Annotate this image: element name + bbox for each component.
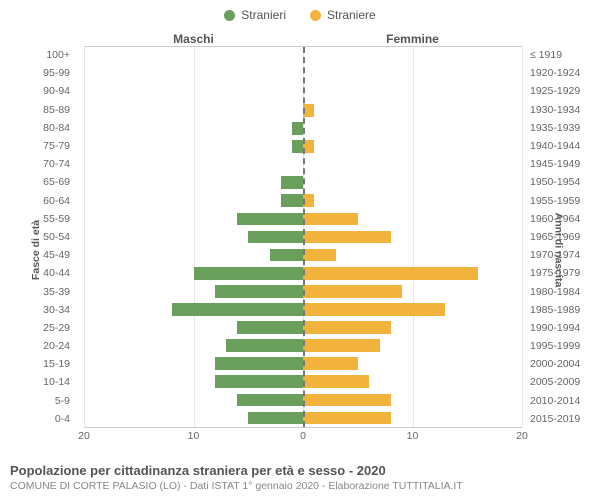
bar-male [281,176,303,189]
birth-label: 1970-1974 [530,246,600,264]
birth-label: 2015-2019 [530,410,600,428]
bar-male [292,140,303,153]
birth-label: 1935-1939 [530,119,600,137]
age-label: 20-24 [0,337,70,355]
x-tick-label: 10 [407,430,419,442]
birth-label: 1940-1944 [530,137,600,155]
gridline [522,47,523,427]
age-label: 95-99 [0,64,70,82]
bar-male [172,303,303,316]
birth-label: 1925-1929 [530,82,600,100]
age-label: 100+ [0,46,70,64]
legend-label-female: Straniere [327,8,376,22]
y-right-labels: ≤ 19191920-19241925-19291930-19341935-19… [524,46,600,428]
age-label: 80-84 [0,119,70,137]
legend-item-male: Stranieri [224,8,286,22]
bar-female [303,412,391,425]
age-label: 85-89 [0,101,70,119]
bar-male [226,339,303,352]
bar-female [303,231,391,244]
legend-label-male: Stranieri [241,8,286,22]
age-label: 75-79 [0,137,70,155]
panel-title-male: Maschi [84,32,303,46]
bar-female [303,249,336,262]
x-ticks: 201001020 [84,430,522,444]
footer: Popolazione per cittadinanza straniera p… [10,463,590,492]
x-tick-label: 20 [78,430,90,442]
bar-male [237,394,303,407]
age-label: 10-14 [0,373,70,391]
birth-label: 1965-1969 [530,228,600,246]
bar-male [237,213,303,226]
legend-item-female: Straniere [310,8,376,22]
bar-female [303,357,358,370]
bar-female [303,267,478,280]
birth-label: 2000-2004 [530,355,600,373]
age-label: 25-29 [0,319,70,337]
bar-male [194,267,304,280]
bar-female [303,375,369,388]
birth-label: 1920-1924 [530,64,600,82]
panel-title-female: Femmine [303,32,522,46]
bar-male [248,231,303,244]
bar-female [303,285,402,298]
birth-label: 1985-1989 [530,301,600,319]
bar-female [303,213,358,226]
y-left-labels: 100+95-9990-9485-8980-8475-7970-7465-696… [0,46,76,428]
age-label: 65-69 [0,173,70,191]
age-label: 70-74 [0,155,70,173]
birth-label: 1930-1934 [530,101,600,119]
age-label: 40-44 [0,264,70,282]
birth-label: 1960-1964 [530,210,600,228]
bar-male [215,285,303,298]
chart-container: Stranieri Straniere Maschi Femmine Fasce… [0,0,600,500]
bar-female [303,321,391,334]
birth-label: 1995-1999 [530,337,600,355]
age-label: 35-39 [0,282,70,300]
footer-subtitle: COMUNE DI CORTE PALASIO (LO) - Dati ISTA… [10,480,590,492]
chart-area [84,46,522,428]
age-label: 55-59 [0,210,70,228]
age-label: 50-54 [0,228,70,246]
bar-female [303,394,391,407]
age-label: 0-4 [0,410,70,428]
center-line [303,47,305,427]
birth-label: 1975-1979 [530,264,600,282]
bar-female [303,303,445,316]
bar-male [270,249,303,262]
legend: Stranieri Straniere [0,0,600,26]
bar-male [215,375,303,388]
x-tick-label: 20 [516,430,528,442]
birth-label: 1955-1959 [530,192,600,210]
birth-label: 2010-2014 [530,392,600,410]
bar-male [237,321,303,334]
panel-titles: Maschi Femmine [84,32,522,46]
age-label: 60-64 [0,192,70,210]
birth-label: 1990-1994 [530,319,600,337]
birth-label: 1950-1954 [530,173,600,191]
age-label: 5-9 [0,392,70,410]
bar-male [215,357,303,370]
legend-swatch-male [224,10,235,21]
age-label: 45-49 [0,246,70,264]
age-label: 90-94 [0,82,70,100]
age-label: 15-19 [0,355,70,373]
bar-male [281,194,303,207]
footer-title: Popolazione per cittadinanza straniera p… [10,463,590,478]
birth-label: 2005-2009 [530,373,600,391]
bar-male [248,412,303,425]
legend-swatch-female [310,10,321,21]
birth-label: 1980-1984 [530,282,600,300]
birth-label: 1945-1949 [530,155,600,173]
x-tick-label: 10 [188,430,200,442]
age-label: 30-34 [0,301,70,319]
x-tick-label: 0 [300,430,306,442]
birth-label: ≤ 1919 [530,46,600,64]
bar-male [292,122,303,135]
bar-female [303,339,380,352]
